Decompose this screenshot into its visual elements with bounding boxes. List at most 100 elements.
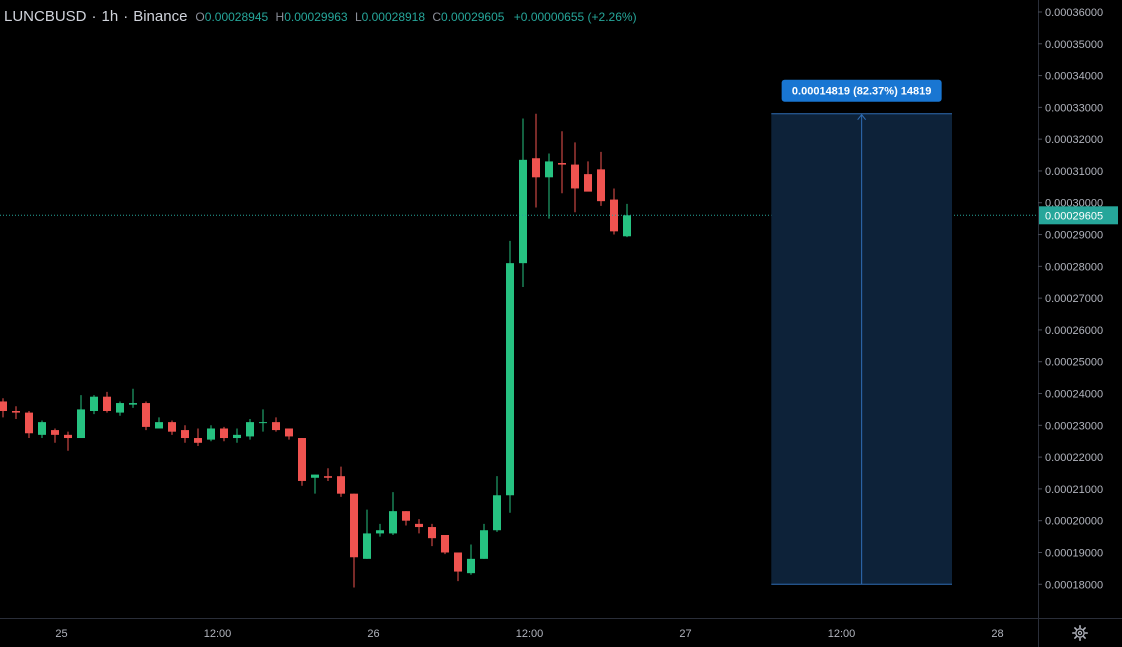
exchange: Binance	[133, 8, 188, 25]
price-tick-label: 0.00021000	[1045, 484, 1103, 496]
candle-body[interactable]	[324, 476, 332, 478]
candle-body[interactable]	[376, 530, 384, 534]
price-axis[interactable]: 0.00018000 0.00019000 0.00020000 0.00021000…	[1038, 0, 1118, 647]
price-tick-label: 0.00022000	[1045, 452, 1103, 464]
interval[interactable]: 1h	[101, 8, 119, 25]
candle-body[interactable]	[480, 530, 488, 559]
symbol-header: LUNCBUSD · 1h · Binance O0.00028945 H0.0…	[4, 8, 637, 25]
price-tick-label: 0.00026000	[1045, 325, 1103, 337]
plot-area[interactable]	[0, 113, 1038, 588]
candle-body[interactable]	[155, 422, 163, 429]
time-tick-label: 12:00	[204, 628, 232, 640]
time-tick-label: 26	[367, 628, 379, 640]
candle-body[interactable]	[220, 428, 228, 439]
high-label: H	[275, 10, 285, 24]
separator: ·	[123, 8, 129, 25]
candle-body[interactable]	[51, 430, 59, 435]
candle-body[interactable]	[428, 527, 436, 539]
price-tick-label: 0.00023000	[1045, 420, 1103, 432]
price-tick-label: 0.00036000	[1045, 7, 1103, 19]
candle-body[interactable]	[181, 430, 189, 439]
open-label: O	[195, 10, 205, 24]
close-label: C	[432, 10, 442, 24]
candle-body[interactable]	[259, 422, 267, 424]
price-tick-label: 0.00031000	[1045, 166, 1103, 178]
price-tick-label: 0.00018000	[1045, 579, 1103, 591]
open-value: 0.00028945	[204, 10, 269, 24]
candle-body[interactable]	[311, 474, 319, 478]
candle-body[interactable]	[454, 552, 462, 572]
candle-body[interactable]	[558, 163, 566, 165]
candle-body[interactable]	[493, 495, 501, 531]
gear-icon[interactable]	[1072, 625, 1088, 641]
price-tick-label: 0.00019000	[1045, 547, 1103, 559]
candle-body[interactable]	[415, 523, 423, 528]
candle-body[interactable]	[571, 164, 579, 189]
candle-body[interactable]	[77, 409, 85, 439]
high-value: 0.00029963	[284, 10, 348, 24]
close-value: 0.00029605	[441, 10, 505, 24]
candle-body[interactable]	[142, 403, 150, 427]
candle-body[interactable]	[389, 511, 397, 534]
change-value: +0.00000655 (+2.26%)	[513, 10, 637, 24]
candle-body[interactable]	[272, 422, 280, 431]
candle-body[interactable]	[168, 422, 176, 432]
symbol-name[interactable]: LUNCBUSD	[4, 8, 87, 25]
candle-body[interactable]	[25, 412, 33, 434]
candle-body[interactable]	[337, 476, 345, 494]
candle-body[interactable]	[519, 159, 527, 264]
candle-body[interactable]	[402, 511, 410, 521]
candle-body[interactable]	[207, 428, 215, 440]
candle-body[interactable]	[506, 263, 514, 496]
candle-body[interactable]	[467, 558, 475, 574]
time-tick-label: 27	[679, 628, 691, 640]
candle-body[interactable]	[116, 403, 124, 413]
candle-body[interactable]	[103, 396, 111, 412]
measure-label-box	[781, 79, 942, 102]
candle-body[interactable]	[610, 199, 618, 232]
measure-tool[interactable]: 0.00014819 (82.37%) 14819	[771, 79, 952, 585]
time-tick-label: 25	[55, 628, 67, 640]
price-tick-label: 0.00027000	[1045, 293, 1103, 305]
price-tick-label: 0.00020000	[1045, 516, 1103, 528]
time-tick-label: 28	[991, 628, 1003, 640]
price-tick-label: 0.00033000	[1045, 102, 1103, 114]
candle-body[interactable]	[350, 493, 358, 558]
measure-label: 0.00014819 (82.37%) 14819	[792, 86, 931, 98]
price-tick-label: 0.00025000	[1045, 357, 1103, 369]
candle-body[interactable]	[233, 434, 241, 439]
time-tick-label: 12:00	[828, 628, 856, 640]
candle-body[interactable]	[363, 533, 371, 559]
candle-body[interactable]	[0, 401, 7, 412]
candle-body[interactable]	[597, 169, 605, 202]
candle-body[interactable]	[64, 434, 72, 439]
price-tick-label: 0.00024000	[1045, 389, 1103, 401]
candle-body[interactable]	[12, 411, 20, 413]
candle-body[interactable]	[129, 403, 137, 405]
last-price-label: 0.00029605	[1045, 210, 1103, 222]
candle-body[interactable]	[38, 422, 46, 435]
price-tick-label: 0.00029000	[1045, 230, 1103, 242]
candle-body[interactable]	[545, 161, 553, 178]
candle-body[interactable]	[194, 438, 202, 443]
price-tick-label: 0.00028000	[1045, 261, 1103, 273]
candle-body[interactable]	[90, 396, 98, 412]
measure-arrow-head	[857, 113, 867, 121]
price-tick-label: 0.00035000	[1045, 39, 1103, 51]
low-value: 0.00028918	[361, 10, 426, 24]
candle-body[interactable]	[532, 158, 540, 178]
ohlc-values: O0.00028945 H0.00029963 L0.00028918 C0.0…	[195, 10, 636, 24]
candle-body[interactable]	[246, 422, 254, 437]
separator: ·	[91, 8, 97, 25]
candle-body[interactable]	[298, 438, 306, 481]
low-label: L	[354, 10, 362, 24]
time-axis[interactable]: 25 12:00 26 12:00 27 12:00 28	[0, 618, 1122, 641]
time-tick-label: 12:00	[516, 628, 544, 640]
candle-body[interactable]	[623, 215, 631, 237]
price-tick-label: 0.00032000	[1045, 134, 1103, 146]
price-tick-label: 0.00034000	[1045, 71, 1103, 83]
candle-body[interactable]	[584, 174, 592, 192]
candle-body[interactable]	[285, 428, 293, 437]
candle-body[interactable]	[441, 535, 449, 553]
